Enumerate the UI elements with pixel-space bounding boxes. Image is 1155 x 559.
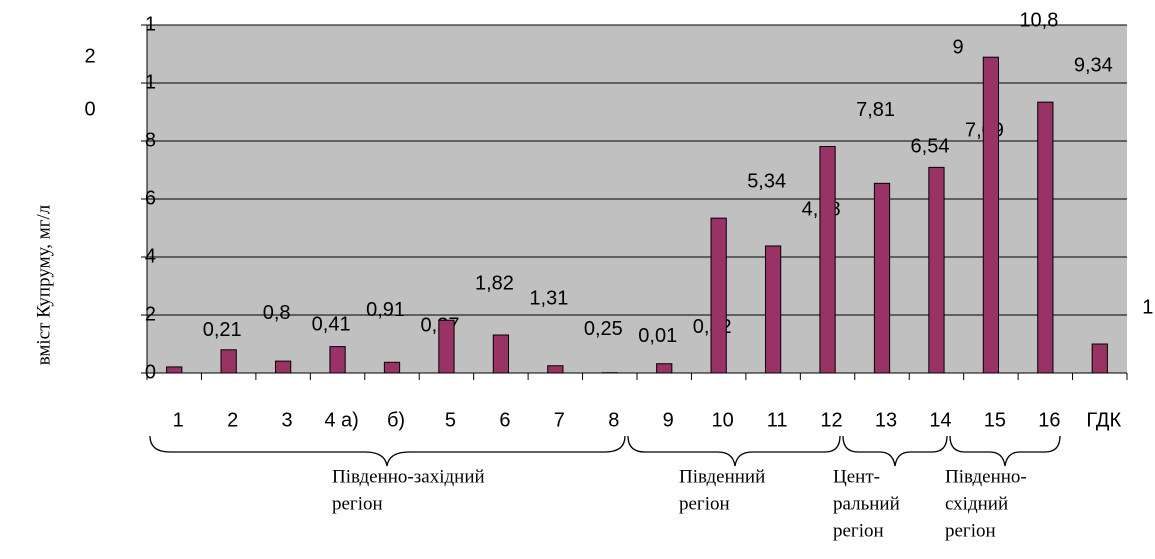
data-label: 7,81: [856, 99, 895, 121]
data-label: 1: [1142, 296, 1153, 318]
data-label: 1,31: [529, 287, 568, 309]
x-tick-label: 12: [820, 409, 842, 431]
annotation: 2: [84, 45, 95, 67]
bar: [274, 360, 292, 374]
y-axis-title: вміст Купруму, мг/л: [33, 204, 54, 365]
data-label: 10,8: [1019, 9, 1058, 31]
data-label: 0,91: [366, 299, 405, 321]
x-tick-label: 14: [929, 409, 951, 431]
x-tick-label: ГДК: [1086, 409, 1121, 431]
y-tick-label: 1: [145, 71, 156, 93]
bar: [383, 361, 401, 374]
x-tick-label: 11: [767, 409, 788, 431]
region-label: східний: [945, 493, 1008, 514]
bar: [547, 365, 564, 374]
y-tick-label: 6: [145, 187, 156, 209]
brace: [949, 435, 1061, 467]
x-tick-label: 16: [1038, 409, 1060, 431]
data-label: 1,82: [475, 273, 514, 295]
bar: [982, 56, 1000, 374]
bar: [819, 146, 836, 374]
x-tick-label: 9: [663, 409, 674, 431]
region-label: регіон: [833, 520, 884, 541]
y-tick-label: 0: [145, 361, 156, 383]
bar: [329, 346, 346, 374]
x-tick-label: 4 а): [324, 409, 358, 431]
x-tick-label: 8: [608, 409, 619, 431]
bar: [928, 166, 945, 374]
region-label: Цент-: [833, 466, 880, 487]
x-tick-label: 7: [554, 409, 565, 431]
data-label: 0,41: [312, 313, 351, 335]
data-label: 9,34: [1074, 54, 1113, 76]
annotation: 0: [84, 98, 95, 120]
data-label: 6,54: [911, 136, 950, 158]
x-tick-label: 6: [499, 409, 510, 431]
bar: [166, 366, 183, 374]
x-tick-label: б): [387, 409, 405, 431]
region-label: регіон: [332, 493, 383, 514]
data-label: 0,25: [584, 318, 623, 340]
y-tick-label: 4: [145, 245, 156, 267]
brace: [627, 435, 841, 467]
region-label: регіон: [945, 520, 996, 541]
brace: [842, 435, 948, 467]
data-label: 5,34: [747, 170, 786, 192]
x-tick-label: 5: [445, 409, 456, 431]
annotation: 9: [952, 36, 963, 58]
region-label: регіон: [679, 493, 730, 514]
bar: [710, 217, 727, 374]
braces: [149, 435, 1061, 467]
x-tick-label: 2: [227, 409, 238, 431]
region-label: Південний: [679, 466, 765, 487]
bar: [220, 349, 237, 374]
brace: [149, 435, 626, 467]
bar: [656, 363, 673, 374]
x-tick-label: 13: [875, 409, 897, 431]
bar: [1037, 101, 1054, 374]
data-label: 0,8: [263, 302, 291, 324]
region-label: Південно-західний: [332, 466, 485, 487]
y-tick-label: 1: [145, 13, 156, 35]
data-label: 0,21: [203, 319, 242, 341]
region-label: ральний: [833, 493, 900, 514]
x-tick-label: 1: [173, 409, 184, 431]
bar: [873, 182, 891, 374]
region-label: Південно-: [945, 466, 1027, 487]
x-tick-label: 10: [712, 409, 734, 431]
y-tick-label: 8: [145, 129, 156, 151]
x-tick-label: 15: [984, 409, 1006, 431]
y-tick-label: 2: [145, 303, 156, 325]
bar: [492, 334, 510, 374]
x-tick-label: 3: [282, 409, 293, 431]
bar: [764, 245, 782, 374]
bar: [438, 319, 455, 374]
data-label: 0,01: [638, 325, 677, 347]
bar: [1091, 343, 1108, 374]
